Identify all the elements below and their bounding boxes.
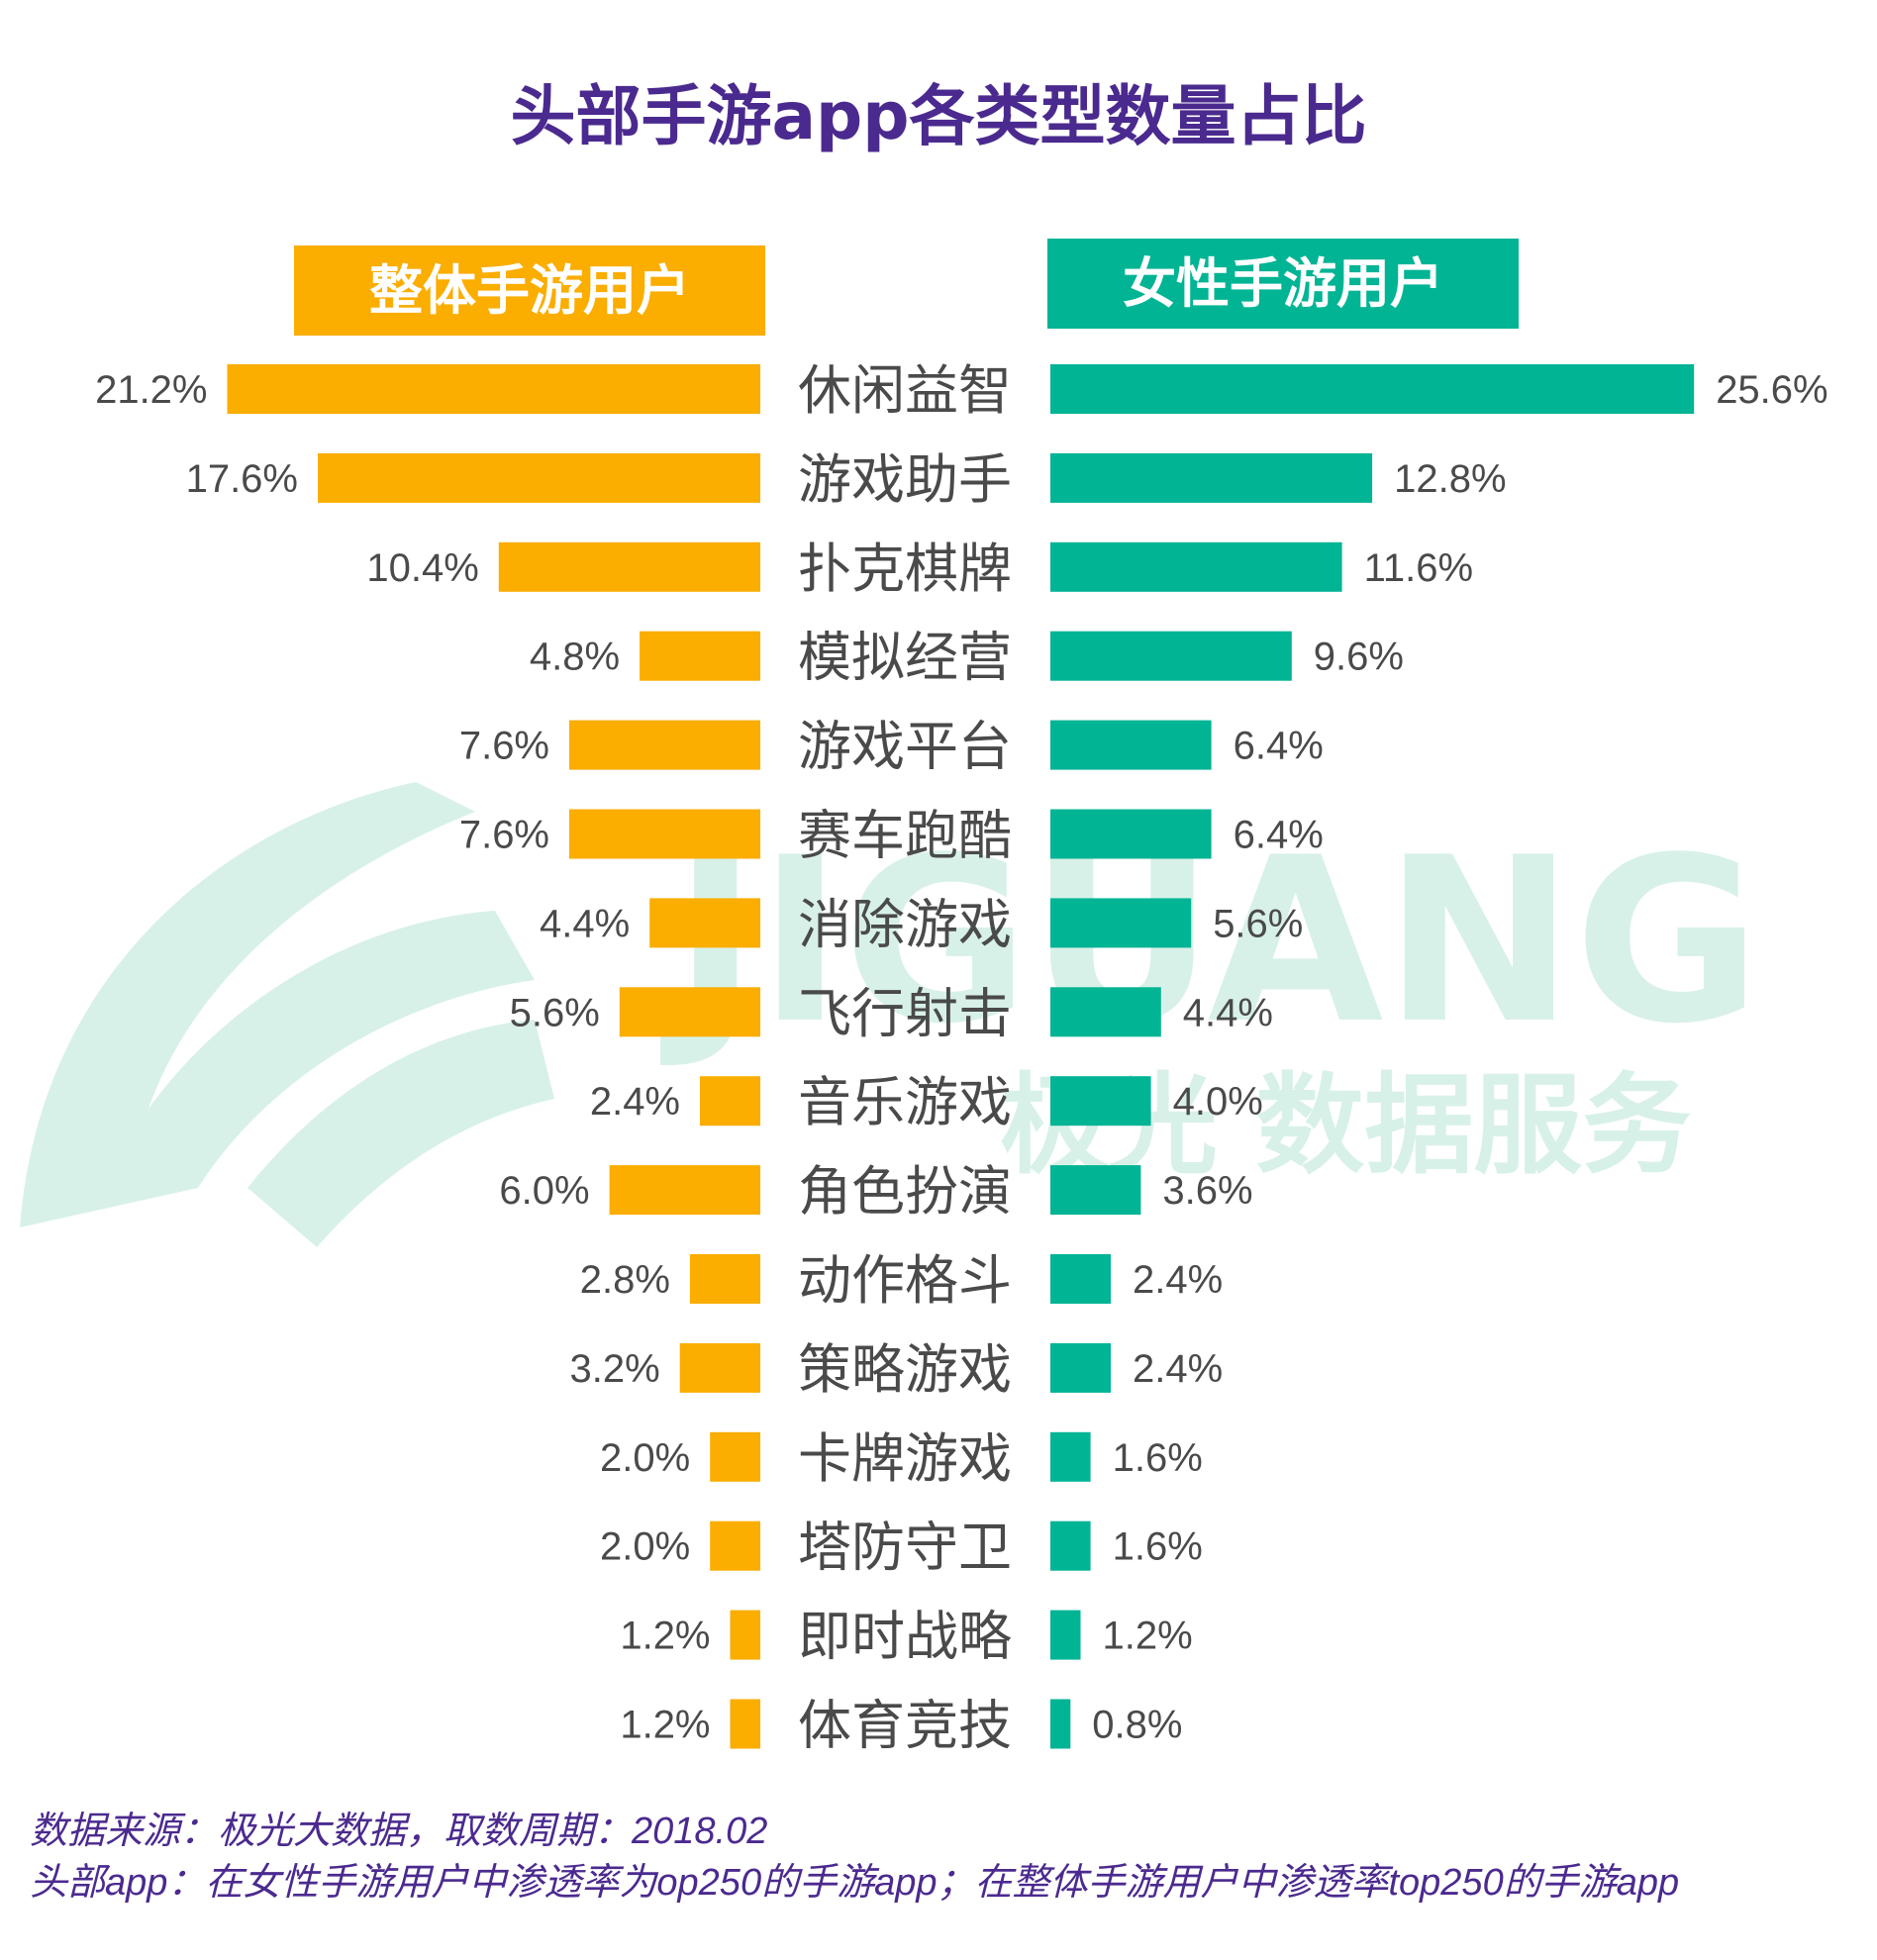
bar-female-14 bbox=[1050, 1610, 1081, 1660]
bar-female-0 bbox=[1050, 364, 1695, 414]
value-label-overall-10: 2.8% bbox=[580, 1258, 670, 1302]
bar-overall-5 bbox=[569, 809, 760, 859]
bar-female-13 bbox=[1050, 1520, 1091, 1571]
bar-overall-2 bbox=[498, 541, 760, 592]
value-label-overall-4: 7.6% bbox=[459, 725, 549, 768]
category-label-6: 消除游戏 bbox=[798, 893, 1012, 955]
value-label-female-9: 3.6% bbox=[1162, 1169, 1252, 1213]
bars-group: 21.2% 休闲益智 25.6% 17.6% 游戏助手 12.8% 10.4% 扑克棋牌 11.… bbox=[95, 359, 1828, 1757]
footnote-definition: 头部app：在女性手游用户中渗透率为op250的手游app；在整体手游用户中渗透… bbox=[30, 1862, 1679, 1904]
bar-female-12 bbox=[1050, 1431, 1091, 1482]
bar-overall-14 bbox=[730, 1610, 760, 1660]
bar-female-2 bbox=[1050, 541, 1342, 592]
category-label-5: 赛车跑酷 bbox=[798, 805, 1012, 867]
bar-female-9 bbox=[1050, 1165, 1141, 1216]
category-label-13: 塔防守卫 bbox=[798, 1517, 1012, 1579]
value-label-female-10: 2.4% bbox=[1133, 1258, 1223, 1302]
bar-female-8 bbox=[1050, 1076, 1151, 1127]
chart-title: 头部手游app各类型数量占比 bbox=[510, 78, 1366, 154]
value-label-female-11: 2.4% bbox=[1133, 1347, 1223, 1391]
value-label-female-1: 12.8% bbox=[1394, 457, 1506, 501]
category-label-0: 休闲益智 bbox=[798, 359, 1012, 422]
bar-overall-7 bbox=[619, 987, 760, 1037]
value-label-overall-1: 17.6% bbox=[186, 457, 298, 501]
legend-overall-label: 整体手游用户 bbox=[369, 259, 690, 322]
value-label-female-8: 4.0% bbox=[1173, 1080, 1263, 1124]
value-label-overall-0: 21.2% bbox=[95, 368, 207, 412]
category-label-14: 即时战略 bbox=[798, 1606, 1012, 1668]
value-label-female-4: 6.4% bbox=[1234, 725, 1324, 768]
value-label-female-5: 6.4% bbox=[1234, 814, 1324, 857]
value-label-overall-5: 7.6% bbox=[459, 814, 549, 857]
category-label-3: 模拟经营 bbox=[798, 627, 1012, 689]
footnote-source: 数据来源：极光大数据，取数周期：2018.02 bbox=[30, 1811, 767, 1852]
bar-female-1 bbox=[1050, 452, 1373, 503]
value-label-female-12: 1.6% bbox=[1113, 1436, 1203, 1480]
bar-female-3 bbox=[1050, 631, 1292, 681]
value-label-overall-14: 1.2% bbox=[620, 1615, 710, 1658]
watermark-logo-icon bbox=[20, 782, 535, 1227]
category-label-10: 动作格斗 bbox=[798, 1249, 1012, 1312]
legend-female-box bbox=[1047, 239, 1519, 329]
legend-female-label: 女性手游用户 bbox=[1123, 252, 1443, 315]
bar-overall-4 bbox=[569, 720, 760, 770]
value-label-female-13: 1.6% bbox=[1113, 1525, 1203, 1569]
bar-overall-0 bbox=[227, 364, 760, 414]
bar-overall-11 bbox=[679, 1342, 760, 1393]
bar-overall-9 bbox=[609, 1165, 760, 1216]
category-label-11: 策略游戏 bbox=[798, 1338, 1012, 1401]
value-label-female-2: 11.6% bbox=[1364, 546, 1473, 590]
value-label-overall-7: 5.6% bbox=[510, 991, 600, 1034]
category-label-15: 体育竞技 bbox=[798, 1695, 1012, 1757]
value-label-overall-6: 4.4% bbox=[540, 902, 630, 945]
bar-female-11 bbox=[1050, 1342, 1111, 1393]
value-label-female-15: 0.8% bbox=[1092, 1704, 1182, 1747]
value-label-female-7: 4.4% bbox=[1183, 991, 1273, 1034]
value-label-overall-12: 2.0% bbox=[600, 1436, 690, 1480]
value-label-overall-11: 3.2% bbox=[570, 1347, 660, 1391]
value-label-female-0: 25.6% bbox=[1716, 368, 1828, 412]
value-label-overall-9: 6.0% bbox=[499, 1169, 589, 1213]
bar-overall-1 bbox=[318, 452, 760, 503]
value-label-overall-13: 2.0% bbox=[600, 1525, 690, 1569]
bar-female-4 bbox=[1050, 720, 1212, 770]
legend-overall-box bbox=[294, 245, 765, 336]
bar-female-10 bbox=[1050, 1254, 1111, 1304]
value-label-overall-15: 1.2% bbox=[620, 1704, 710, 1747]
category-label-9: 角色扮演 bbox=[798, 1160, 1012, 1223]
bar-overall-8 bbox=[700, 1076, 760, 1127]
value-label-female-3: 9.6% bbox=[1314, 636, 1404, 679]
bar-female-7 bbox=[1050, 987, 1161, 1037]
bar-female-6 bbox=[1050, 898, 1192, 948]
watermark-logo-icon-2 bbox=[247, 1020, 554, 1247]
bar-overall-10 bbox=[689, 1254, 760, 1304]
value-label-female-14: 1.2% bbox=[1103, 1615, 1193, 1658]
category-label-1: 游戏助手 bbox=[798, 448, 1012, 511]
bar-overall-15 bbox=[730, 1699, 760, 1749]
bar-overall-3 bbox=[640, 631, 760, 681]
value-label-overall-2: 10.4% bbox=[366, 546, 478, 590]
category-label-4: 游戏平台 bbox=[798, 716, 1012, 778]
category-label-2: 扑克棋牌 bbox=[798, 538, 1012, 600]
value-label-overall-3: 4.8% bbox=[530, 636, 620, 679]
category-label-12: 卡牌游戏 bbox=[798, 1427, 1012, 1490]
value-label-female-6: 5.6% bbox=[1213, 902, 1303, 945]
value-label-overall-8: 2.4% bbox=[590, 1080, 680, 1124]
bar-overall-6 bbox=[649, 898, 760, 948]
bar-overall-13 bbox=[710, 1520, 760, 1571]
bar-female-5 bbox=[1050, 809, 1212, 859]
category-label-8: 音乐游戏 bbox=[798, 1071, 1012, 1133]
bar-overall-12 bbox=[710, 1431, 760, 1482]
category-label-7: 飞行射击 bbox=[798, 982, 1012, 1044]
bar-female-15 bbox=[1050, 1699, 1071, 1749]
